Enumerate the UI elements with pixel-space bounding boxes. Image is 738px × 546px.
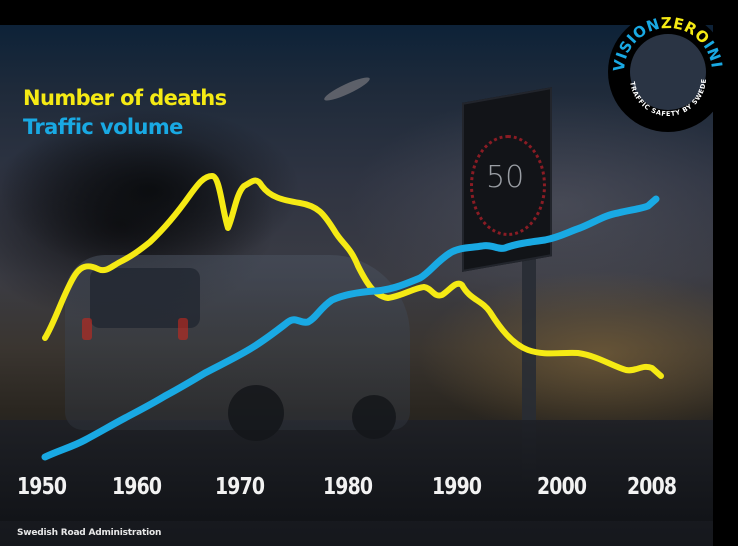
speed-sign-value: 50 bbox=[486, 160, 525, 195]
x-tick-2000: 2000 bbox=[537, 474, 587, 500]
x-tick-1970: 1970 bbox=[215, 474, 265, 500]
x-tick-1960: 1960 bbox=[112, 474, 162, 500]
x-tick-1980: 1980 bbox=[323, 474, 373, 500]
car-wheel bbox=[228, 385, 284, 441]
legend-traffic: Traffic volume bbox=[23, 115, 183, 139]
logo-center bbox=[630, 34, 706, 110]
background-road bbox=[0, 420, 713, 521]
traffic-series-line bbox=[41, 195, 660, 461]
x-tick-1950: 1950 bbox=[17, 474, 67, 500]
chart-legend: Number of deaths Traffic volume bbox=[23, 84, 227, 142]
car-taillight bbox=[178, 318, 188, 340]
legend-deaths: Number of deaths bbox=[23, 86, 227, 110]
speed-sign-ring bbox=[470, 135, 546, 236]
x-tick-2008: 2008 bbox=[627, 474, 677, 500]
deaths-series-line bbox=[42, 173, 664, 379]
car-wheel bbox=[352, 395, 396, 439]
car-taillight bbox=[82, 318, 92, 340]
source-credit: Swedish Road Administration bbox=[17, 528, 162, 538]
x-tick-1990: 1990 bbox=[432, 474, 482, 500]
vision-zero-logo: VISIONZEROINITIATIVE TRAFFIC SAFETY BY S… bbox=[602, 6, 728, 132]
